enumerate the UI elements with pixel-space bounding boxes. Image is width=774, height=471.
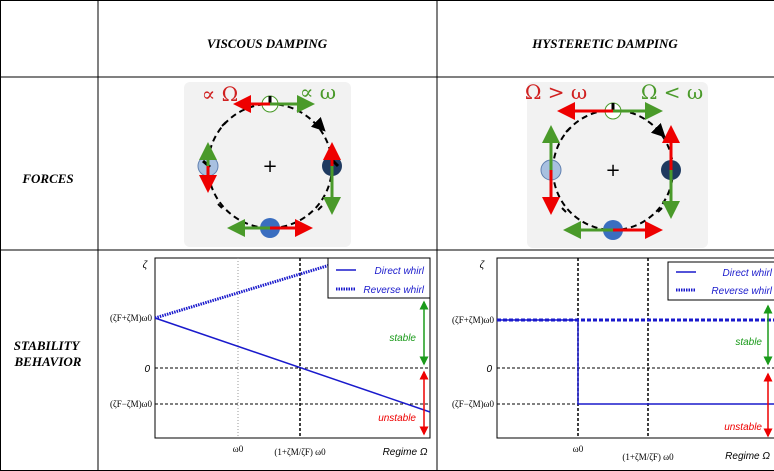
column-header: HYSTERETIC DAMPING	[531, 36, 678, 51]
x-label: ω0	[573, 444, 584, 454]
legend-entry: Direct whirl	[375, 266, 425, 277]
stable-label: stable	[735, 337, 762, 348]
stability-plot-hysteretic	[496, 257, 774, 439]
stable-label: stable	[389, 333, 416, 344]
x-label: ω0	[233, 444, 244, 454]
svg-text:+: +	[262, 156, 277, 177]
force-label: ∝ Ω	[202, 82, 238, 106]
forces-viscous: +	[184, 82, 351, 247]
x-label: Regime Ω	[383, 447, 428, 458]
row-label: STABILITY BEHAVIOR	[14, 338, 83, 369]
force-label: Ω > ω	[525, 80, 587, 104]
force-label: Ω < ω	[641, 80, 703, 104]
y-label: 0	[486, 364, 492, 375]
legend-entry: Reverse whirl	[363, 285, 424, 296]
x-label: (1+ζM/ζF) ω0	[622, 452, 674, 462]
stability-plot-viscous	[154, 257, 431, 439]
y-label: (ζF−ζM)ω0	[110, 399, 152, 409]
axis-label: ζ	[143, 260, 149, 271]
x-label: Regime Ω	[725, 451, 770, 462]
forces-hysteretic: +	[527, 82, 708, 248]
column-header: VISCOUS DAMPING	[207, 36, 328, 51]
legend-entry: Direct whirl	[723, 268, 773, 279]
force-label: ∝ ω	[300, 80, 336, 104]
y-label: (ζF−ζM)ω0	[452, 399, 494, 409]
row-label: FORCES	[21, 171, 73, 186]
y-label: 0	[144, 364, 150, 375]
legend-entry: Reverse whirl	[711, 286, 772, 297]
y-label: (ζF+ζM)ω0	[110, 313, 152, 323]
y-label: (ζF+ζM)ω0	[452, 315, 494, 325]
unstable-label: unstable	[378, 413, 416, 424]
x-label: (1+ζM/ζF) ω0	[274, 447, 326, 457]
svg-text:+: +	[605, 160, 620, 181]
unstable-label: unstable	[724, 422, 762, 433]
axis-label: ζ	[480, 260, 486, 271]
